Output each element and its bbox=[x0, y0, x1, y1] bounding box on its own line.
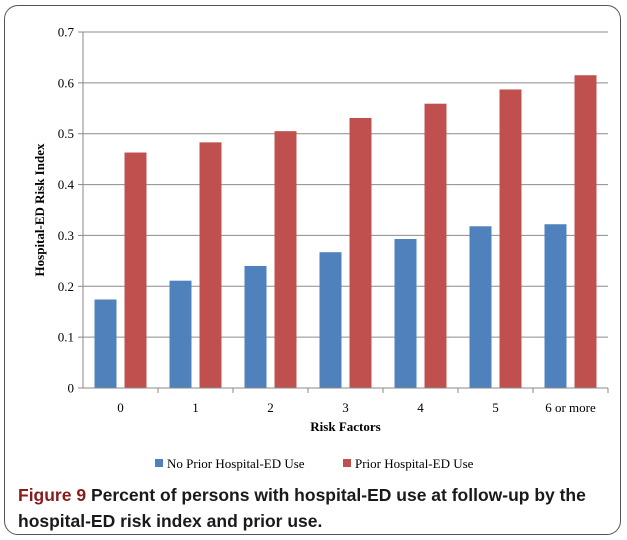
y-tick-label: 0.4 bbox=[58, 177, 75, 192]
bar-no-prior-use bbox=[544, 224, 567, 388]
bar-prior-use bbox=[574, 75, 597, 388]
gridlines bbox=[83, 31, 608, 338]
y-tick-label: 0 bbox=[68, 381, 75, 396]
legend-swatch-prior bbox=[343, 459, 351, 467]
y-tick-label: 0.6 bbox=[58, 75, 75, 90]
bar-chart: 0 0.1 0.2 0.3 0.4 0.5 0.6 0.7 0 1 2 3 4 5 6 or more R… bbox=[32, 25, 609, 471]
bar-no-prior-use bbox=[169, 280, 192, 388]
y-tick-label: 0.3 bbox=[58, 228, 74, 243]
y-tick-label: 0.1 bbox=[58, 330, 74, 345]
bar-prior-use bbox=[124, 152, 147, 388]
bar-prior-use bbox=[349, 117, 372, 388]
figure-caption: Figure 9 Percent of persons with hospita… bbox=[18, 482, 613, 534]
bar-no-prior-use bbox=[244, 265, 267, 388]
y-tick-label: 0.7 bbox=[58, 25, 75, 40]
x-tick-labels: 0 1 2 3 4 5 6 or more bbox=[117, 388, 609, 415]
legend: No Prior Hospital-ED Use Prior Hospital-… bbox=[155, 456, 474, 471]
legend-label-no-prior: No Prior Hospital-ED Use bbox=[167, 456, 305, 471]
y-axis-title: Hospital-ED Risk Index bbox=[32, 143, 47, 276]
x-tick-label: 3 bbox=[342, 400, 349, 415]
bar-prior-use bbox=[274, 131, 297, 388]
x-tick-label: 1 bbox=[192, 400, 199, 415]
legend-swatch-no-prior bbox=[155, 459, 163, 467]
bar-no-prior-use bbox=[469, 226, 492, 388]
bar-no-prior-use bbox=[394, 238, 417, 388]
y-tick-label: 0.2 bbox=[58, 279, 74, 294]
bar-no-prior-use bbox=[319, 252, 342, 388]
bar-prior-use bbox=[499, 89, 522, 389]
x-tick-label: 2 bbox=[267, 400, 274, 415]
figure-caption-text: Percent of persons with hospital-ED use … bbox=[18, 485, 586, 531]
x-tick-label: 5 bbox=[492, 400, 499, 415]
x-axis-title: Risk Factors bbox=[310, 419, 380, 434]
x-tick-label: 0 bbox=[117, 400, 124, 415]
bar-prior-use bbox=[424, 103, 447, 389]
x-tick-label: 6 or more bbox=[545, 400, 596, 415]
y-tick-label: 0.5 bbox=[58, 126, 74, 141]
legend-label-prior: Prior Hospital-ED Use bbox=[355, 456, 474, 471]
x-tick-label: 4 bbox=[417, 400, 424, 415]
bars bbox=[94, 75, 597, 389]
bar-prior-use bbox=[199, 142, 222, 388]
y-tick-labels: 0 0.1 0.2 0.3 0.4 0.5 0.6 0.7 bbox=[58, 25, 83, 396]
figure-label: Figure 9 bbox=[18, 485, 87, 505]
bar-no-prior-use bbox=[94, 299, 117, 388]
